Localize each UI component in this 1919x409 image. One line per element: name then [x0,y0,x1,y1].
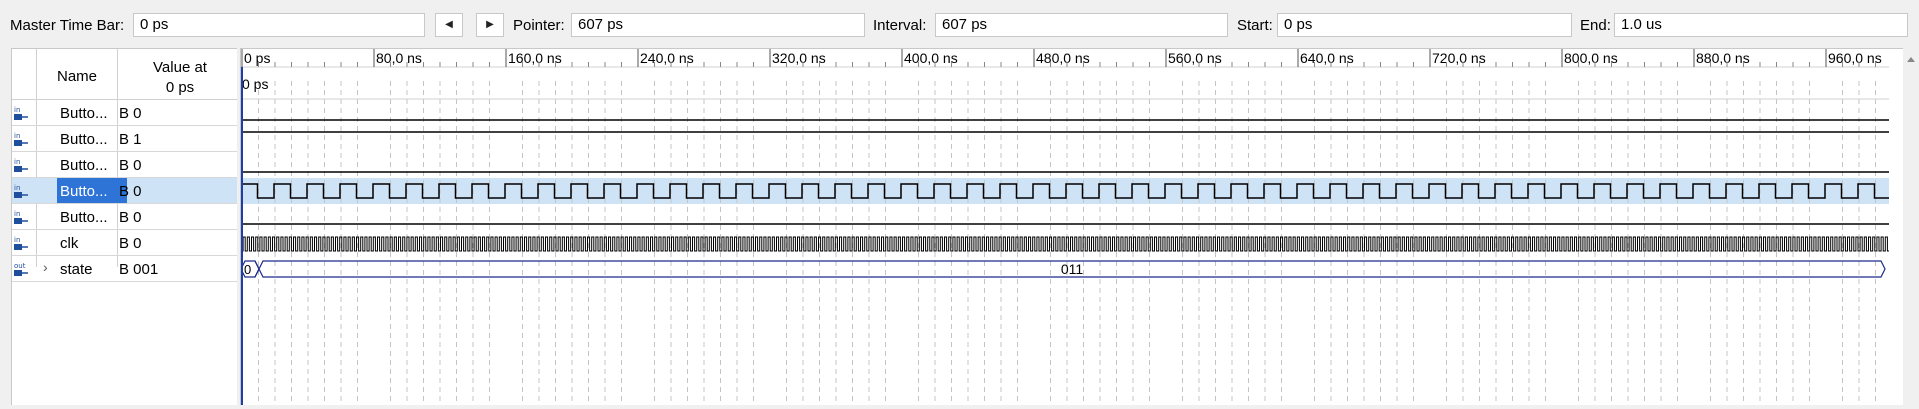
time-tick-label: 80,0 ns [376,50,422,66]
interval-label: Interval: [873,17,927,34]
start-field[interactable]: 0 ps [1277,13,1572,37]
pointer-field[interactable]: 607 ps [571,13,865,37]
column-divider [36,49,37,267]
signal-row-selected[interactable]: in Butto... B 0 [12,178,237,204]
signal-row[interactable]: in Butto... B 0 [12,204,237,230]
scroll-up-icon[interactable] [1903,48,1919,68]
pointer-label: Pointer: [513,17,565,34]
signal-value: B 0 [119,105,142,122]
time-tick-label: 880,0 ns [1696,50,1750,66]
signal-name: state [60,261,93,278]
output-pin-icon: out [14,262,28,276]
header-divider [12,99,237,100]
chevron-right-icon[interactable]: › [43,259,48,275]
svg-text:in: in [14,132,20,140]
time-tick-label: 240,0 ns [640,50,694,66]
signal-value: B 0 [119,183,142,200]
input-pin-icon: in [14,236,28,250]
input-pin-icon: in [14,132,28,146]
waveform-canvas[interactable]: 0 ps 80,0 ns 160,0 ns 240,0 ns 320,0 ns 400,0… [240,49,1903,405]
name-column-header[interactable]: Name [57,68,98,85]
bus-value-label: 0 [244,262,251,277]
start-label: Start: [1237,17,1273,34]
signal-waveform-square [241,183,1889,199]
master-time-bar-label: Master Time Bar: [10,17,125,34]
time-tick-label: 720,0 ns [1432,50,1486,66]
time-tick-label: 960,0 ns [1828,50,1882,66]
signal-value: B 001 [119,261,159,278]
caret-left-icon[interactable]: ◀ [435,13,463,37]
svg-text:out: out [14,262,26,270]
cursor-time-label: 0 ps [242,76,268,92]
time-tick-label: 160,0 ns [508,50,562,66]
signal-name: clk [60,235,79,252]
master-time-bar-field[interactable]: 0 ps [133,13,425,37]
signal-value: B 0 [119,209,142,226]
column-divider [117,49,118,267]
signal-row[interactable]: out › state B 001 [12,256,237,282]
value-column-header[interactable]: Value at 0 ps [145,58,215,108]
time-tick-label: 640,0 ns [1300,50,1354,66]
value-header-line1: Value at [153,59,207,76]
input-pin-icon: in [14,210,28,224]
signal-row[interactable]: in Butto... B 1 [12,126,237,152]
interval-field[interactable]: 607 ps [935,13,1228,37]
selected-row-highlight [241,178,1889,204]
time-tick-label: 560,0 ns [1168,50,1222,66]
input-pin-icon: in [14,184,28,198]
signal-name: Butto... [60,157,108,174]
end-field[interactable]: 1.0 us [1614,13,1908,37]
input-pin-icon: in [14,158,28,172]
signal-list-panel: Name Value at 0 ps in Butto... B 0 in Bu… [11,48,237,405]
bus-segment [254,260,1886,278]
input-pin-icon: in [14,106,28,120]
clk-waveform [241,236,1889,252]
value-header-line2: 0 ps [165,79,195,96]
svg-text:in: in [14,236,20,244]
signal-name: Butto... [60,131,108,148]
time-tick-label: 480,0 ns [1036,50,1090,66]
signal-row[interactable]: in clk B 0 [12,230,237,256]
svg-text:in: in [14,106,20,114]
svg-text:in: in [14,184,20,192]
end-label: End: [1580,17,1611,34]
vertical-scrollbar[interactable] [1903,48,1919,404]
waveform-panel[interactable]: 0 ps 80,0 ns 160,0 ns 240,0 ns 320,0 ns 400,0… [240,48,1903,405]
svg-text:in: in [14,210,20,218]
signal-row[interactable]: in Butto... B 0 [12,152,237,178]
signal-row[interactable]: in Butto... B 0 [12,100,237,126]
time-tick-label: 800,0 ns [1564,50,1618,66]
time-tick-label: 400,0 ns [904,50,958,66]
signal-name: Butto... [60,105,108,122]
toolbar: Master Time Bar: 0 ps ◀ ▶ Pointer: 607 p… [0,0,1919,44]
svg-text:in: in [14,158,20,166]
signal-value: B 1 [119,131,142,148]
time-tick-label: 0 ps [244,50,270,66]
signal-value: B 0 [119,235,142,252]
caret-right-icon[interactable]: ▶ [476,13,504,37]
bus-value-label: 011 [1061,261,1084,277]
time-tick-label: 320,0 ns [772,50,826,66]
signal-name: Butto... [60,209,108,226]
signal-value: B 0 [119,157,142,174]
signal-name: Butto... [57,178,127,203]
